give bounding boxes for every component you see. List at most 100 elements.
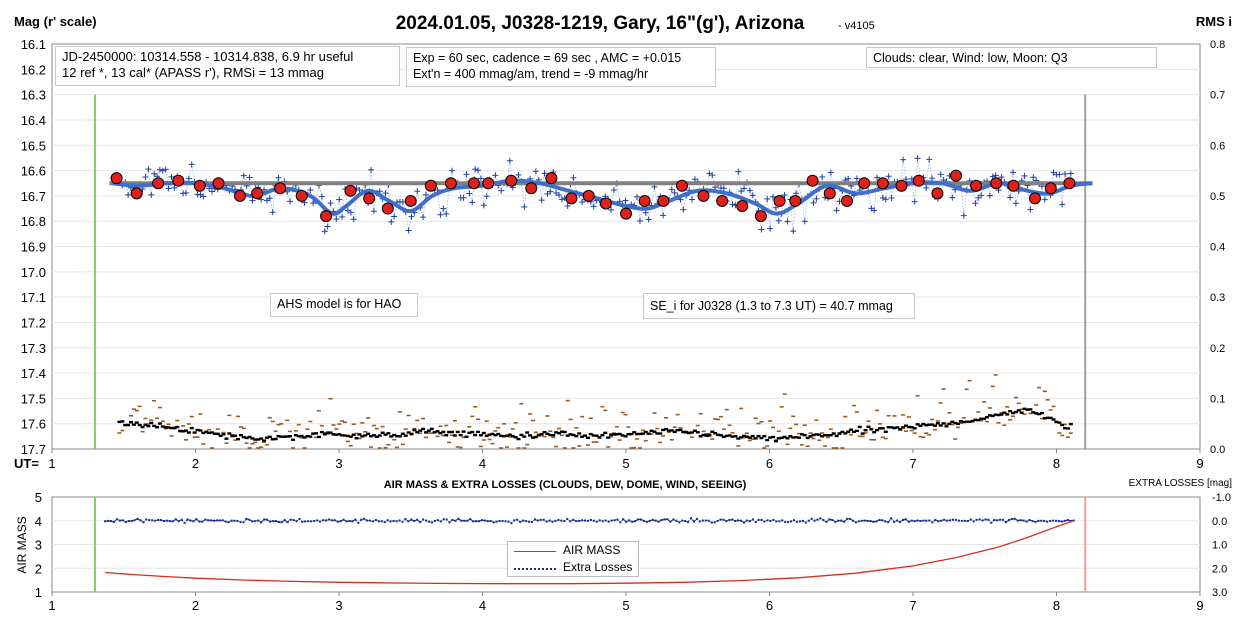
- extra-losses-point: [937, 520, 940, 523]
- raw-point: [171, 184, 178, 191]
- chart-title: 2024.01.05, J0328-1219, Gary, 16"(g'), A…: [396, 13, 805, 34]
- extra-losses-point: [354, 518, 357, 521]
- extra-losses-point: [448, 521, 451, 524]
- extra-losses-point: [916, 519, 919, 522]
- extra-losses-point: [457, 517, 460, 520]
- main-y2-tick-label: 0.6: [1210, 140, 1225, 152]
- extra-losses-point: [301, 520, 304, 523]
- extra-losses-point: [678, 521, 681, 524]
- raw-point: [538, 197, 545, 204]
- extra-losses-point: [813, 519, 816, 522]
- extra-losses-point: [189, 519, 192, 522]
- y2-axis-label: RMS i: [1196, 14, 1232, 29]
- raw-point: [347, 209, 354, 216]
- extra-losses-point: [901, 518, 904, 521]
- extra-losses-point: [204, 518, 207, 521]
- extra-losses-point: [165, 519, 168, 522]
- binned-point: [1028, 192, 1041, 205]
- main-y-tick-label: 17.6: [21, 417, 46, 432]
- raw-point: [570, 174, 577, 181]
- extra-losses-point: [660, 519, 663, 522]
- binned-point: [130, 187, 143, 200]
- extra-losses-point: [784, 521, 787, 524]
- raw-point: [437, 211, 444, 218]
- extra-losses-point: [731, 518, 734, 521]
- extra-losses-point: [313, 519, 316, 522]
- extra-losses-point: [899, 521, 902, 524]
- raw-point: [388, 218, 395, 225]
- extra-losses-point: [104, 520, 107, 523]
- raw-point: [937, 171, 944, 178]
- extra-losses-point: [598, 519, 601, 522]
- extra-losses-point: [425, 519, 428, 522]
- extra-losses-point: [207, 519, 210, 522]
- raw-point: [506, 157, 513, 164]
- extra-losses-point: [634, 520, 637, 523]
- extra-losses-point: [960, 519, 963, 522]
- main-x-tick-label: 7: [909, 456, 916, 471]
- extra-losses-point: [581, 519, 584, 522]
- raw-point: [408, 213, 415, 220]
- extra-losses-point: [439, 520, 442, 523]
- extra-losses-point: [734, 519, 737, 522]
- binned-magnitude-points: [110, 169, 1076, 223]
- x-axis-label: UT=: [14, 456, 39, 471]
- extra-losses-point: [333, 519, 336, 522]
- extra-losses-y-tick-label: 0.0: [1212, 516, 1227, 528]
- binned-point: [931, 187, 944, 200]
- extra-losses-point: [310, 520, 313, 523]
- binned-point: [754, 210, 767, 223]
- raw-point: [246, 174, 253, 181]
- extra-losses-point: [180, 518, 183, 521]
- extra-losses-point: [589, 518, 592, 521]
- extra-losses-point: [572, 518, 575, 521]
- airmass-x-tick-label: 6: [766, 598, 773, 613]
- extra-losses-point: [554, 519, 557, 522]
- raw-point: [810, 199, 817, 206]
- extra-losses-point: [221, 519, 224, 522]
- raw-point: [1007, 194, 1014, 201]
- binned-point: [482, 177, 495, 190]
- raw-point: [680, 206, 687, 213]
- extra-losses-point: [745, 519, 748, 522]
- main-y-tick-label: 16.6: [21, 164, 46, 179]
- extra-losses-point: [946, 519, 949, 522]
- extra-losses-point: [430, 521, 433, 524]
- extra-losses-point: [427, 520, 430, 523]
- extra-losses-point: [692, 520, 695, 523]
- extra-losses-point: [254, 520, 257, 523]
- raw-point: [923, 184, 930, 191]
- raw-point: [151, 170, 158, 177]
- extra-losses-point: [130, 519, 133, 522]
- binned-point: [912, 174, 925, 187]
- raw-point: [156, 166, 163, 173]
- binned-point: [657, 194, 670, 207]
- raw-point: [660, 212, 667, 219]
- extra-losses-point: [395, 520, 398, 523]
- raw-point: [827, 169, 834, 176]
- raw-point: [275, 174, 282, 181]
- raw-point: [1067, 170, 1074, 177]
- raw-point: [422, 191, 429, 198]
- main-y2-ticks: 0.8 0.7 0.6 0.5 0.4 0.3 0.2 0.1 0.0: [1210, 39, 1225, 456]
- binned-point: [381, 202, 394, 215]
- extra-losses-point: [107, 519, 110, 522]
- extra-losses-point: [866, 519, 869, 522]
- extra-losses-point: [1049, 519, 1052, 522]
- extra-losses-point: [492, 521, 495, 524]
- raw-point: [735, 168, 742, 175]
- extra-losses-point: [781, 519, 784, 522]
- raw-point: [564, 202, 571, 209]
- extra-losses-point: [469, 518, 472, 521]
- raw-point: [986, 192, 993, 199]
- extra-losses-point: [360, 518, 363, 521]
- extra-losses-point: [263, 518, 266, 521]
- extra-losses-point: [168, 520, 171, 523]
- extra-losses-point: [266, 518, 269, 521]
- extra-losses-point: [816, 518, 819, 521]
- extra-losses-point: [963, 519, 966, 522]
- extra-losses-point: [127, 520, 130, 523]
- binned-point: [320, 210, 333, 223]
- extra-losses-point: [530, 520, 533, 523]
- raw-point: [1027, 206, 1034, 213]
